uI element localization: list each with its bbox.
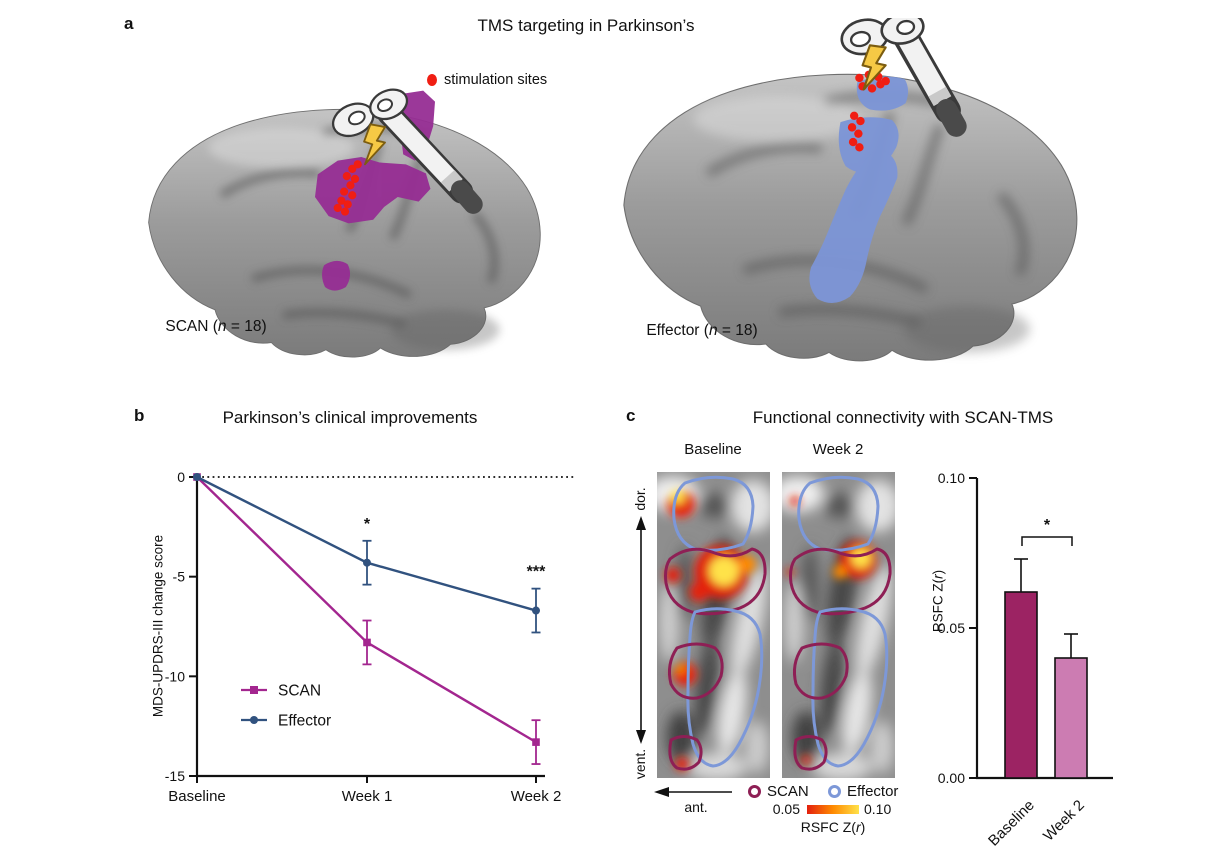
panel-b-title: Parkinson’s clinical improvements — [222, 408, 478, 427]
y-tick-label: 0.00 — [938, 770, 965, 786]
legend-marker — [250, 686, 258, 694]
ylabel-text: RSFC Z( — [930, 578, 946, 633]
stimulation-sites-effector — [847, 70, 890, 152]
ylabel-text: ) — [930, 569, 946, 575]
colorbar-max-label: 0.10 — [864, 801, 892, 817]
anterior-arrow-icon — [654, 787, 732, 797]
dorsal-ventral-arrow-icon — [636, 516, 646, 744]
rsfc-hotspots-baseline — [665, 490, 756, 771]
panel-a-label: a — [124, 14, 134, 33]
legend-marker — [250, 716, 258, 724]
significance-label: * — [1044, 517, 1051, 534]
y-tick-label: 0 — [177, 469, 185, 485]
scan-marker — [363, 638, 371, 647]
clinical-chart-ylabel: MDS-UPDRS-III change score — [150, 534, 166, 718]
scan-outline-ring-icon — [748, 785, 761, 798]
effector-outline-ring-icon — [828, 785, 841, 798]
panel-a-title: TMS targeting in Parkinson’s — [477, 16, 695, 35]
colorbar-title: RSFC Z(r) — [781, 819, 885, 835]
lightning-bolt-icon — [861, 44, 887, 91]
caption-italic-n: n — [708, 322, 718, 339]
significance-label: *** — [527, 564, 546, 581]
brain-scan — [145, 88, 545, 360]
stimulation-sites-legend: stimulation sites — [427, 72, 547, 88]
map-legend-scan: SCAN — [748, 783, 809, 800]
map-legend-scan-label: SCAN — [767, 783, 809, 800]
bar-week2 — [1054, 657, 1088, 779]
y-tick-label: -10 — [165, 668, 185, 684]
y-tick-label: 0.10 — [938, 470, 965, 486]
panel-c-title: Functional connectivity with SCAN-TMS — [752, 408, 1054, 427]
caption-text: Effector ( — [646, 322, 709, 339]
bar-baseline — [1004, 591, 1038, 779]
y-tick-label: -15 — [165, 768, 185, 784]
effector-brain-caption: Effector (n = 18) — [622, 322, 782, 340]
stimulation-site-dot-icon — [427, 74, 437, 86]
ventral-label: vent. — [632, 748, 648, 780]
map-legend-effector-label: Effector — [847, 783, 899, 800]
caption-text: = 18) — [717, 322, 758, 339]
caption-text: = 18) — [226, 318, 267, 335]
caption-italic-n: n — [217, 318, 227, 335]
dorsal-label: dor. — [632, 487, 648, 511]
rsfc-chart: 0.10 0.05 0.00 Baseline Week 2 * — [938, 470, 1113, 847]
y-tick-label: -5 — [173, 569, 186, 585]
tms-coil-icon — [840, 18, 967, 137]
effector-marker — [193, 473, 201, 481]
effector-marker — [532, 606, 540, 615]
flatmap-week2 — [782, 472, 895, 778]
scan-brain-caption: SCAN (n = 18) — [146, 318, 286, 336]
axes — [195, 476, 545, 778]
x-tick-label: Baseline — [985, 797, 1038, 847]
brain-effector — [615, 18, 1087, 365]
x-tick-label: Baseline — [168, 788, 226, 805]
panel-c-label: c — [626, 406, 636, 425]
anterior-label: ant. — [684, 799, 708, 815]
colorbar-min-label: 0.05 — [772, 801, 800, 817]
x-tick-label: Week 1 — [342, 788, 393, 805]
tms-coil-icon — [331, 88, 483, 214]
stimulation-sites-scan — [333, 160, 362, 216]
x-tick-label: Week 2 — [1040, 797, 1088, 845]
rsfc-chart-ylabel: RSFC Z(r) — [931, 570, 946, 632]
effector-network-patches — [809, 76, 909, 304]
colorbar-title-text: ) — [860, 819, 866, 835]
colorbar-gradient — [807, 805, 859, 814]
significance-label: * — [364, 516, 371, 533]
map-legend-effector: Effector — [828, 783, 898, 800]
x-tick-label: Week 2 — [511, 788, 562, 805]
stimulation-sites-label: stimulation sites — [444, 72, 548, 88]
effector-marker — [363, 558, 371, 567]
ylabel-italic-r: r — [930, 574, 946, 579]
lightning-bolt-icon — [363, 123, 386, 166]
map-column-baseline: Baseline — [684, 441, 742, 458]
y-tick-label: 0.05 — [938, 620, 965, 636]
caption-text: SCAN ( — [165, 318, 218, 335]
flatmap-baseline — [657, 472, 770, 778]
legend-label: SCAN — [278, 683, 321, 700]
significance-bracket — [1021, 536, 1073, 546]
map-column-week2: Week 2 — [812, 441, 864, 458]
scan-marker — [532, 738, 540, 746]
colorbar-title-text: RSFC Z( — [800, 819, 856, 835]
panel-b-label: b — [134, 406, 145, 425]
colorbar-title-italic-r: r — [855, 819, 861, 835]
legend-label: Effector — [278, 713, 331, 730]
